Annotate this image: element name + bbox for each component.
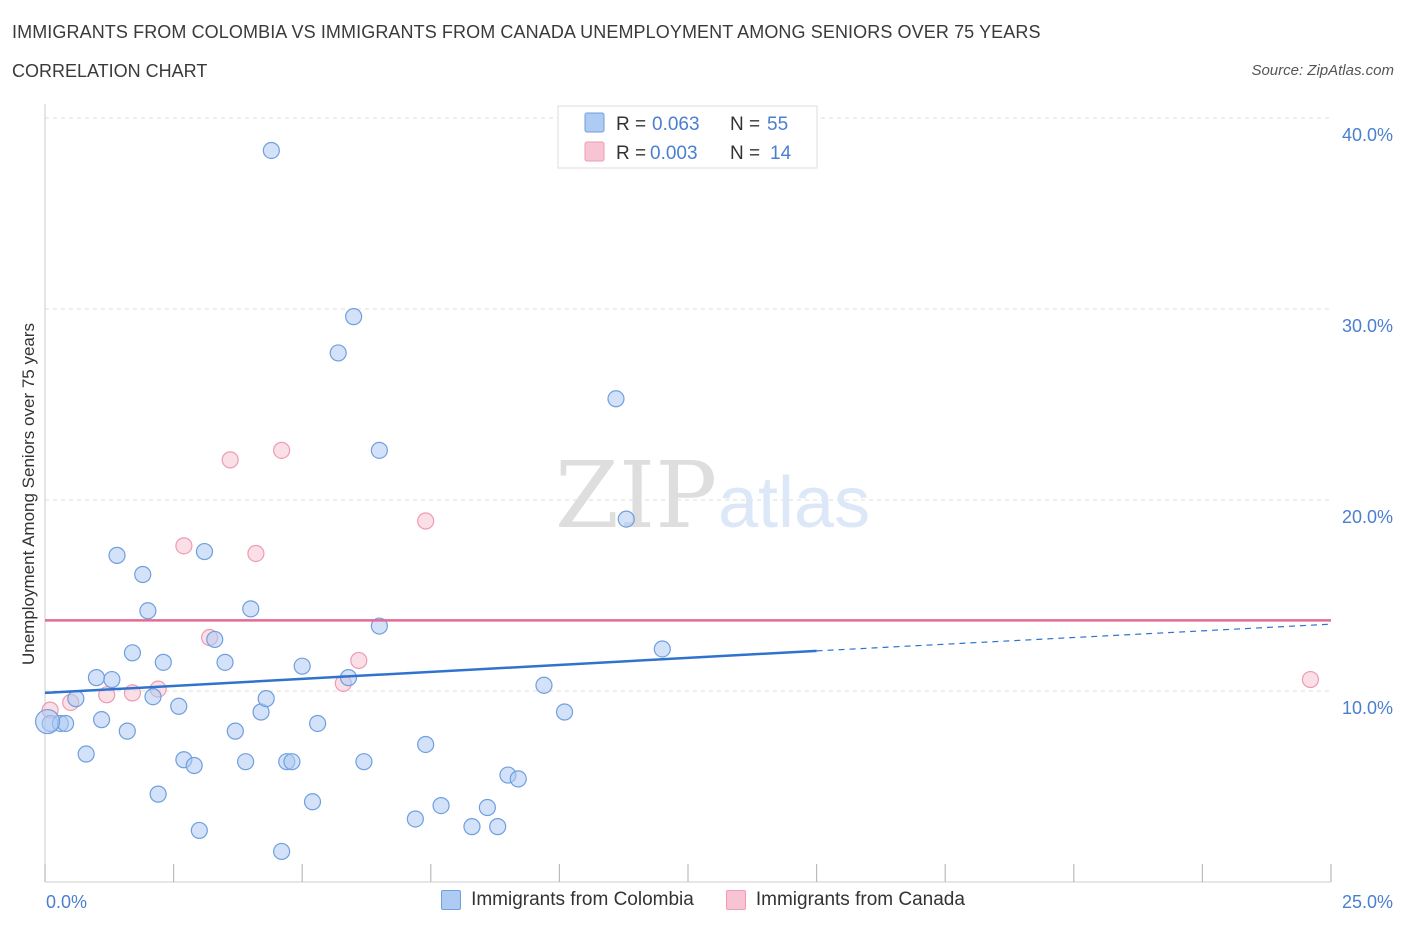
- colombia-point-18: [185, 756, 203, 775]
- canada-n-label: N =: [730, 143, 760, 164]
- colombia-point-23: [226, 722, 244, 740]
- colombia-n-label: N =: [730, 114, 760, 135]
- colombia-point-40: [370, 617, 388, 635]
- colombia-point-54: [34, 708, 61, 735]
- colombia-point-35: [329, 344, 347, 362]
- canada-point-11: [350, 651, 368, 670]
- colombia-point-51: [607, 390, 625, 408]
- colombia-point-9: [118, 722, 136, 740]
- stats-legend: R = 0.063 N = 55 R = 0.003 N = 14: [557, 105, 818, 169]
- colombia-point-37: [345, 308, 363, 326]
- colombia-point-46: [489, 818, 507, 836]
- colombia-point-50: [555, 703, 574, 721]
- colombia-point-13: [144, 688, 162, 706]
- colombia-point-45: [478, 798, 496, 817]
- canada-r-value: 0.003: [650, 143, 698, 164]
- trend-lines: [44, 619, 1332, 695]
- colombia-point-3: [67, 690, 85, 708]
- canada-n-value: 14: [770, 143, 792, 164]
- colombia-point-20: [190, 821, 208, 840]
- colombia-point-10: [123, 644, 142, 662]
- colombia-point-42: [417, 735, 435, 754]
- colombia-point-38: [355, 753, 373, 771]
- watermark-zip: ZIP: [555, 442, 717, 549]
- colombia-point-34: [309, 714, 327, 733]
- y-tick-label-0: 10.0%: [1342, 698, 1393, 718]
- legend-label-colombia: Immigrants from Colombia: [471, 889, 694, 910]
- legend-swatch-colombia: [441, 890, 462, 910]
- colombia-point-22: [216, 653, 234, 671]
- colombia-point-11: [134, 565, 152, 584]
- colombia-point-33: [303, 793, 322, 811]
- legend-item-colombia[interactable]: Immigrants from Colombia: [441, 889, 694, 911]
- colombia-trend-line: [44, 649, 817, 695]
- tick-labels: 10.0% 20.0% 30.0% 40.0% 0.0% 25.0%: [46, 125, 1393, 912]
- colombia-point-7: [103, 670, 121, 689]
- series-legend: Immigrants from Colombia Immigrants from…: [0, 889, 1406, 911]
- colombia-trend-extension: [816, 623, 1332, 652]
- colombia-point-32: [293, 657, 311, 675]
- canada-point-9: [273, 441, 291, 459]
- watermark-atlas: atlas: [718, 463, 870, 543]
- y-tick-label-3: 40.0%: [1342, 125, 1393, 145]
- colombia-point-49: [535, 676, 553, 694]
- canada-point-8: [247, 544, 265, 563]
- colombia-point-29: [273, 842, 291, 861]
- watermark: ZIP atlas: [555, 442, 870, 549]
- colombia-point-12: [139, 602, 157, 620]
- colombia-point-31: [283, 753, 301, 771]
- colombia-point-15: [154, 653, 172, 671]
- colombia-point-44: [463, 818, 481, 836]
- legend-label-canada: Immigrants from Canada: [755, 889, 965, 910]
- colombia-point-28: [262, 141, 280, 160]
- colombia-point-25: [242, 600, 260, 618]
- y-tick-label-2: 30.0%: [1342, 316, 1393, 336]
- colombia-point-43: [432, 796, 450, 815]
- colombia-r-value: 0.063: [652, 114, 700, 135]
- colombia-point-4: [77, 745, 95, 763]
- colombia-n-value: 55: [767, 114, 788, 135]
- canada-point-5: [175, 537, 193, 555]
- colombia-point-53: [653, 640, 671, 658]
- colombia-point-41: [406, 810, 424, 828]
- canada-r-label: R =: [616, 143, 646, 164]
- colombia-point-52: [617, 510, 635, 528]
- chart-subtitle: CORRELATION CHART: [12, 61, 208, 81]
- colombia-point-39: [370, 441, 388, 459]
- canada-swatch: [584, 141, 605, 162]
- source-label: Source: ZipAtlas.com: [1251, 62, 1394, 79]
- colombia-point-48: [509, 770, 527, 788]
- legend-swatch-canada: [725, 890, 746, 910]
- canada-point-13: [1301, 670, 1320, 689]
- x-tick-label-max: 25.0%: [1342, 892, 1393, 912]
- colombia-point-16: [170, 697, 188, 715]
- colombia-point-5: [87, 669, 106, 687]
- colombia-point-27: [257, 690, 275, 708]
- colombia-point-8: [108, 546, 126, 564]
- y-tick-label-1: 20.0%: [1342, 507, 1393, 527]
- colombia-swatch: [584, 112, 605, 133]
- colombia-points: [34, 141, 671, 861]
- axes: [44, 104, 1332, 883]
- y-axis-label: Unemployment Among Seniors over 75 years: [19, 323, 38, 665]
- x-tick-label-min: 0.0%: [46, 892, 87, 912]
- colombia-point-24: [237, 753, 255, 771]
- canada-point-7: [221, 451, 239, 469]
- colombia-point-19: [195, 542, 214, 561]
- colombia-r-label: R =: [616, 114, 646, 135]
- colombia-point-14: [149, 785, 167, 803]
- colombia-point-21: [206, 630, 224, 649]
- grid-lines: [45, 117, 1331, 692]
- legend-item-canada[interactable]: Immigrants from Canada: [725, 889, 965, 911]
- canada-point-12: [417, 512, 435, 530]
- chart-title: IMMIGRANTS FROM COLOMBIA VS IMMIGRANTS F…: [12, 22, 1041, 42]
- colombia-point-6: [92, 711, 111, 729]
